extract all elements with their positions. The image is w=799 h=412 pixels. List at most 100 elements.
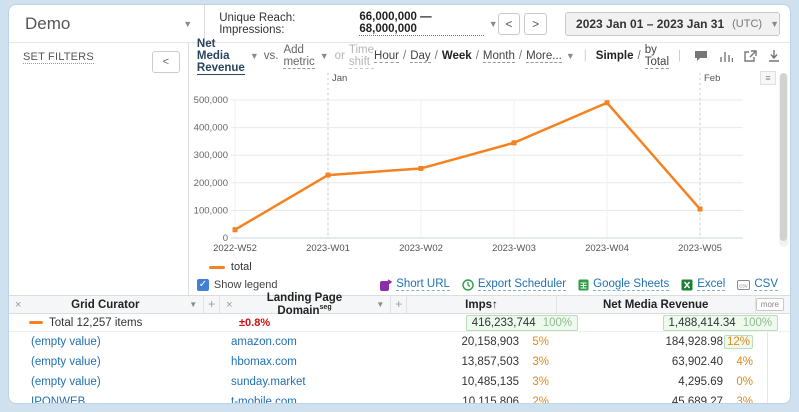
short-url-link[interactable]: Short URL — [380, 278, 450, 292]
landing-page-domain-cell[interactable]: amazon.com — [231, 336, 297, 348]
top-bar: Demo ▼ Unique Reach: Impressions: 66,000… — [9, 5, 790, 43]
landing-page-domain-cell[interactable]: t-mobile.com — [231, 396, 297, 404]
chart-area: 0 100,000 200,000 300,000 400,000 500,000 2022… — [189, 69, 790, 260]
svg-text:0: 0 — [223, 233, 228, 244]
google-sheets-link[interactable]: Google Sheets — [578, 278, 670, 292]
chevron-down-icon[interactable]: ▼ — [488, 18, 498, 29]
reach-filter-value[interactable]: 66,000,000 — 68,000,000 — [359, 11, 484, 36]
grid-rows: (empty value) amazon.com 20,158,903 5% 184,9… — [9, 332, 790, 404]
table-row: (empty value) hbomax.com 13,857,503 3% 63,90… — [9, 352, 790, 372]
granularity-hour[interactable]: Hour — [374, 49, 399, 63]
chart-toolbar: Net Media Revenue ▼ vs. Add metric ▼ or … — [189, 38, 790, 75]
report-name: Demo — [25, 13, 71, 33]
landing-page-domain-cell[interactable]: hbomax.com — [231, 356, 297, 368]
add-column-button[interactable]: + — [204, 296, 221, 313]
chevron-down-icon[interactable]: ▼ — [565, 51, 575, 61]
export-scheduler-link[interactable]: Export Scheduler — [462, 278, 567, 292]
nmr-value: 63,902.40 — [671, 356, 723, 368]
imps-value: 10,115,806 — [462, 396, 519, 404]
svg-text:2023-W02: 2023-W02 — [399, 243, 443, 254]
nmr-percent: 4% — [736, 356, 753, 368]
timezone-label: (UTC) — [732, 17, 763, 30]
date-range-picker[interactable]: 2023 Jan 01 – 2023 Jan 31 (UTC) ▼ — [565, 11, 781, 36]
content-area: SET FILTERS < Net Media Revenue ▼ vs. Ad… — [9, 38, 790, 295]
nmr-value: 45,689.27 — [671, 396, 723, 404]
grid-curator-cell[interactable]: (empty value) — [31, 356, 101, 368]
chevron-down-icon[interactable]: ▼ — [319, 51, 329, 61]
report-selector[interactable]: Demo ▼ — [9, 5, 206, 42]
chevron-down-icon[interactable]: ▼ — [189, 300, 198, 309]
metric-selector[interactable]: Net Media Revenue — [196, 37, 245, 75]
svg-text:300,000: 300,000 — [194, 150, 228, 161]
svg-text:Feb: Feb — [704, 73, 720, 84]
granularity-month[interactable]: Month — [482, 49, 515, 63]
grid-header: × Grid Curator ▼ + × Landing Page Domain… — [9, 292, 790, 317]
date-range-value: 2023 Jan 01 – 2023 Jan 31 — [576, 16, 725, 31]
imps-percent: 3% — [532, 376, 549, 388]
set-filters-link[interactable]: SET FILTERS — [23, 51, 94, 64]
column-title[interactable]: Net Media Revenue — [602, 298, 709, 311]
grid-curator-cell[interactable]: IPONWEB — [31, 396, 86, 404]
total-error-badge: ±0.8% — [239, 316, 271, 329]
series-name: total — [230, 261, 252, 274]
granularity-day[interactable]: Day — [410, 49, 431, 63]
grid-curator-cell[interactable]: (empty value) — [31, 336, 101, 348]
vertical-scrollbar[interactable] — [779, 73, 788, 247]
granularity-items: Hour / Day / Week / Month / More... — [374, 49, 562, 63]
show-legend-label: Show legend — [213, 278, 278, 291]
table-row: IPONWEB t-mobile.com 10,115,806 2% 45,689.27… — [9, 392, 790, 404]
chart-legend[interactable]: total — [189, 260, 790, 274]
remove-column-icon[interactable]: × — [226, 298, 233, 311]
svg-text:csv: csv — [740, 283, 749, 289]
remove-column-icon[interactable]: × — [15, 298, 22, 311]
chevron-down-icon: ▼ — [183, 18, 193, 29]
landing-page-domain-cell[interactable]: sunday.market — [231, 376, 306, 388]
add-column-button[interactable]: + — [391, 296, 408, 313]
csv-link[interactable]: csv CSV — [737, 278, 778, 292]
excel-link[interactable]: Excel — [681, 278, 726, 292]
total-imps-cell: 416,233,744 100% — [465, 314, 579, 331]
add-metric-link[interactable]: Add metric — [283, 43, 315, 69]
svg-text:100,000: 100,000 — [194, 205, 228, 216]
vs-label: vs. — [263, 50, 279, 62]
data-grid: × Grid Curator ▼ + × Landing Page Domain… — [9, 292, 790, 404]
chart-panel: Net Media Revenue ▼ vs. Add metric ▼ or … — [189, 38, 790, 295]
grid-curator-cell[interactable]: (empty value) — [31, 376, 101, 388]
granularity-more[interactable]: More... — [526, 49, 562, 63]
legend-controls-row: ✓ Show legend Short URL Export Scheduler G… — [189, 274, 790, 295]
svg-text:2022-W52: 2022-W52 — [213, 243, 257, 254]
external-link-icon[interactable] — [744, 50, 757, 62]
table-row: (empty value) amazon.com 20,158,903 5% 184,9… — [9, 332, 790, 352]
bar-chart-icon[interactable] — [719, 50, 733, 62]
show-legend-checkbox[interactable]: ✓ — [196, 278, 209, 291]
mode-simple[interactable]: Simple — [595, 50, 634, 62]
chart-context-menu-icon[interactable]: ≡ — [760, 71, 776, 85]
column-header-imps: Imps↑ — [407, 296, 557, 313]
imps-percent: 3% — [532, 356, 549, 368]
or-label: or — [334, 50, 345, 62]
granularity-week[interactable]: Week — [441, 50, 472, 62]
column-title[interactable]: Landing Page Domainseg — [266, 292, 343, 317]
column-title[interactable]: Grid Curator — [71, 298, 140, 311]
mode-by-total[interactable]: by Total — [644, 43, 669, 69]
csv-icon: csv — [737, 279, 751, 291]
time-shift-link[interactable]: Time shift — [348, 43, 375, 69]
total-label: Total 12,257 items — [49, 316, 143, 329]
chevron-down-icon[interactable]: ▼ — [376, 300, 385, 309]
comment-icon[interactable] — [694, 50, 708, 62]
more-columns-button[interactable]: more — [755, 298, 785, 311]
next-period-button[interactable]: > — [524, 12, 548, 35]
imps-value: 20,158,903 — [461, 336, 519, 348]
share-icon — [380, 278, 393, 291]
download-icon[interactable] — [768, 50, 780, 62]
imps-percent: 5% — [532, 336, 549, 348]
dashboard-card: Demo ▼ Unique Reach: Impressions: 66,000… — [8, 4, 791, 404]
collapse-filters-button[interactable]: < — [151, 51, 180, 73]
prev-period-button[interactable]: < — [497, 12, 521, 35]
total-nmr-cell: 1,488,414.34 100% — [662, 314, 779, 331]
svg-text:2023-W03: 2023-W03 — [492, 243, 536, 254]
series-color-swatch — [29, 321, 43, 324]
column-title[interactable]: Imps↑ — [465, 298, 498, 311]
chevron-down-icon[interactable]: ▼ — [249, 51, 259, 61]
sheets-icon — [578, 279, 589, 291]
